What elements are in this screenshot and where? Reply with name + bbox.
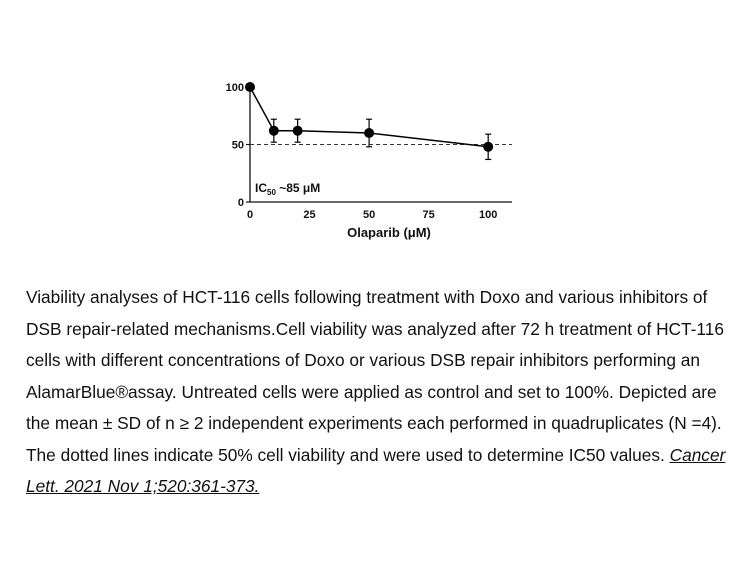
- y-ticks: 0 50 100: [226, 82, 250, 209]
- data-point: [292, 125, 303, 136]
- x-tick-label: 50: [363, 209, 375, 221]
- x-tick-label: 0: [247, 209, 253, 221]
- caption-text: Viability analyses of HCT-116 cells foll…: [26, 287, 724, 465]
- chart-axes: [249, 85, 512, 203]
- citation-link[interactable]: Cancer Lett. 2021 Nov 1;520:361-373.: [26, 444, 726, 497]
- figure-caption: Viability analyses of HCT-116 cells foll…: [26, 282, 740, 503]
- x-axis-label: Olaparib (μM): [347, 225, 431, 240]
- y-tick-label: 100: [226, 82, 244, 94]
- data-point: [483, 141, 494, 152]
- viability-chart: 0 50 100 0 25 50 75 100 IC50 ~85 μM Olaparib (…: [226, 82, 512, 240]
- data-points: [245, 82, 494, 152]
- error-bars: [270, 118, 492, 161]
- x-tick-label: 75: [423, 209, 435, 221]
- data-point: [245, 82, 255, 92]
- data-point: [364, 128, 375, 138]
- data-point: [268, 125, 279, 136]
- x-tick-label: 100: [479, 209, 497, 221]
- x-tick-label: 25: [303, 209, 315, 221]
- ic50-annotation: IC50 ~85 μM: [255, 181, 320, 197]
- y-tick-label: 0: [238, 197, 244, 209]
- y-tick-label: 50: [232, 140, 244, 152]
- x-ticks: 0 25 50 75 100: [247, 209, 497, 221]
